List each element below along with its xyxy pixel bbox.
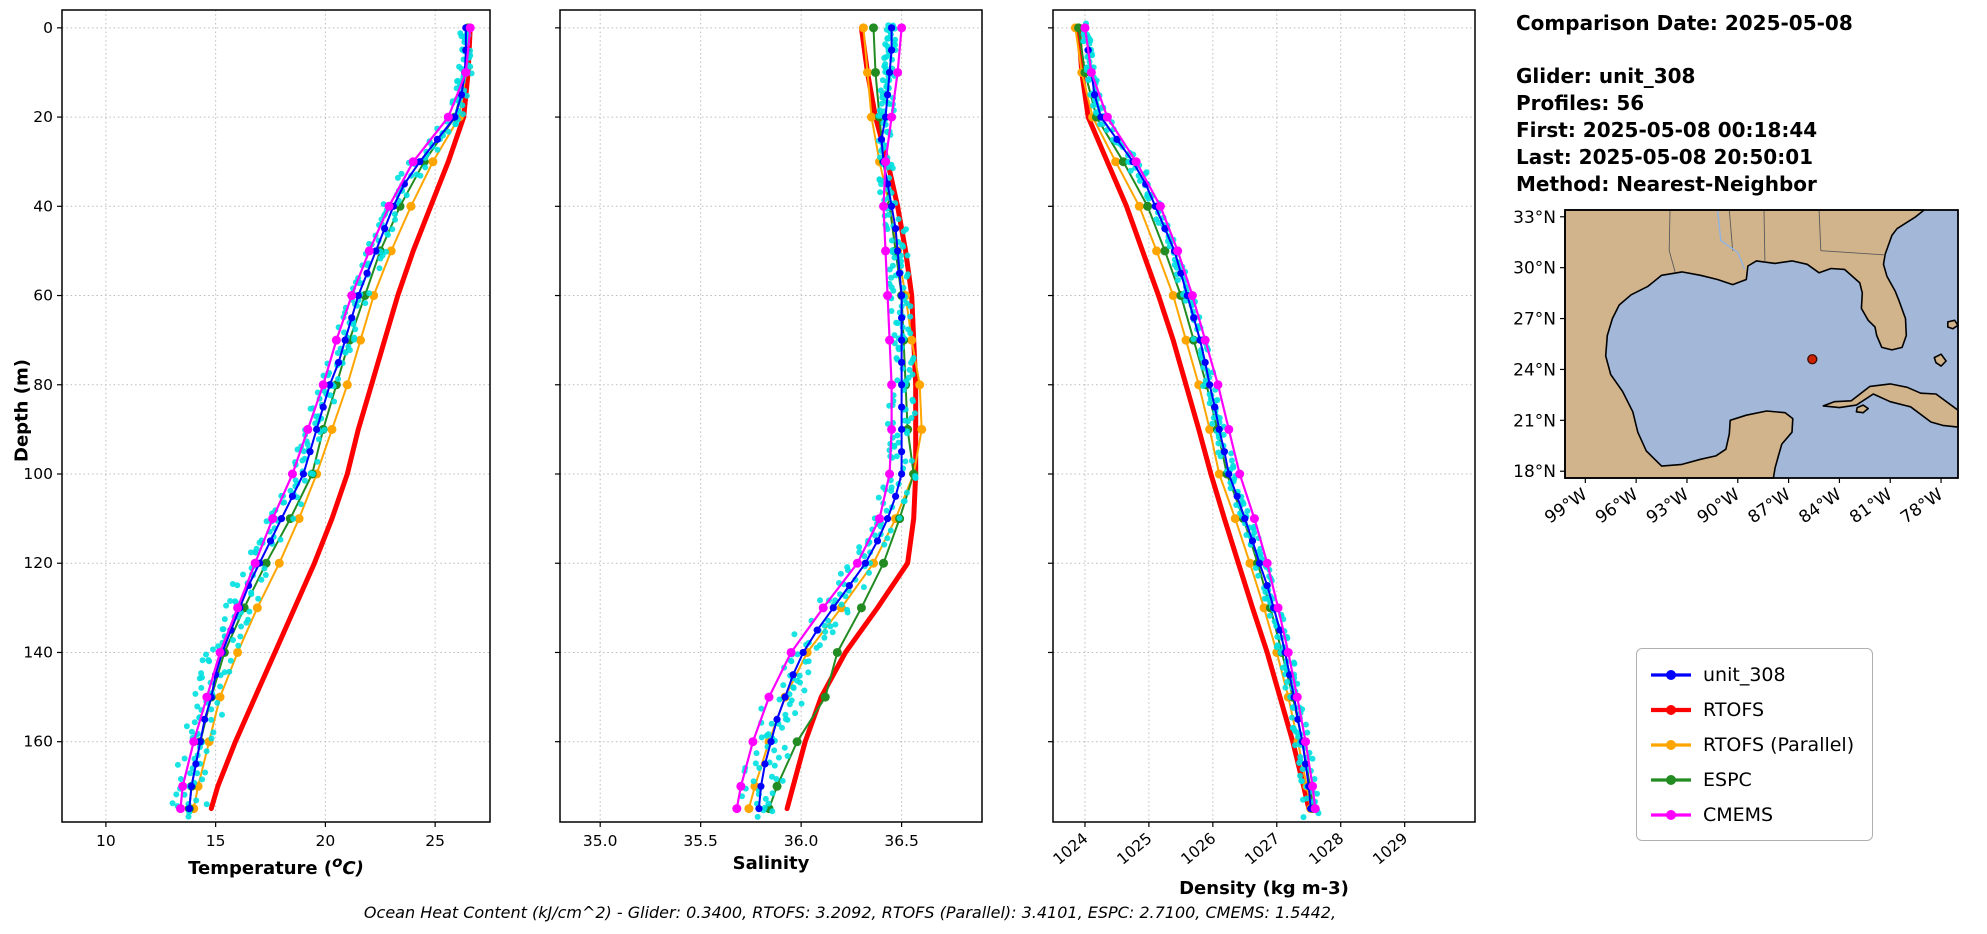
svg-text:99°W: 99°W xyxy=(1541,485,1591,528)
svg-text:84°W: 84°W xyxy=(1795,485,1845,528)
svg-text:1028: 1028 xyxy=(1306,829,1348,868)
svg-text:25: 25 xyxy=(425,832,445,850)
temperature-axis-label: Temperature (oC) xyxy=(62,853,490,879)
svg-text:1026: 1026 xyxy=(1178,829,1220,868)
salinity-axis-label: Salinity xyxy=(732,853,810,874)
legend-item-label: ESPC xyxy=(1703,768,1752,791)
svg-text:33°N: 33°N xyxy=(1513,208,1556,228)
svg-text:1029: 1029 xyxy=(1369,829,1411,868)
legend-item: ESPC xyxy=(1649,762,1854,797)
svg-text:30°N: 30°N xyxy=(1513,259,1556,279)
legend-item-label: unit_308 xyxy=(1703,663,1786,686)
location-map: 33°N 30°N 27°N 24°N 21°N 18°N 99°W 96°W 93°W 90°W… xyxy=(1513,208,1959,528)
legend-item: RTOFS (Parallel) xyxy=(1649,727,1854,762)
svg-text:87°W: 87°W xyxy=(1745,485,1795,528)
salinity-profile-chart: 35.0 35.5 36.0 36.5 xyxy=(555,9,983,850)
first-profile-time-text: First: 2025-05-08 00:18:44 xyxy=(1516,118,1818,142)
svg-text:90°W: 90°W xyxy=(1694,485,1744,528)
svg-text:24°N: 24°N xyxy=(1513,360,1556,380)
temperature-axis-label-prefix: Temperature ( xyxy=(188,858,333,879)
svg-text:27°N: 27°N xyxy=(1513,310,1556,330)
legend-line-marker xyxy=(1651,739,1691,750)
svg-text:1025: 1025 xyxy=(1114,829,1156,868)
depth-axis-label: Depth (m) xyxy=(11,359,33,462)
svg-text:1024: 1024 xyxy=(1050,829,1092,868)
svg-text:60: 60 xyxy=(33,287,53,305)
svg-text:78°W: 78°W xyxy=(1897,485,1947,528)
svg-text:140: 140 xyxy=(23,643,53,661)
method-text: Method: Nearest-Neighbor xyxy=(1516,172,1817,196)
svg-text:93°W: 93°W xyxy=(1643,485,1693,528)
density-axis-label: Density (kg m-3) xyxy=(1179,878,1349,899)
svg-text:35.0: 35.0 xyxy=(583,832,618,850)
svg-text:36.5: 36.5 xyxy=(884,832,919,850)
svg-text:15: 15 xyxy=(206,832,226,850)
svg-text:40: 40 xyxy=(33,197,53,215)
svg-text:10: 10 xyxy=(96,832,116,850)
svg-text:18°N: 18°N xyxy=(1513,462,1556,482)
svg-text:20: 20 xyxy=(33,108,53,126)
legend-item-label: CMEMS xyxy=(1703,803,1774,826)
svg-text:160: 160 xyxy=(23,733,53,751)
ohc-footer-text: Ocean Heat Content (kJ/cm^2) - Glider: 0… xyxy=(363,903,1337,922)
svg-text:1027: 1027 xyxy=(1242,829,1284,868)
glider-location-marker xyxy=(1807,354,1818,365)
info-spacer xyxy=(1516,37,1853,63)
temperature-axis-label-suffix: C) xyxy=(342,858,364,879)
glider-name-text: Glider: unit_308 xyxy=(1516,64,1696,88)
legend-item-label: RTOFS xyxy=(1703,698,1765,721)
temperature-profile-chart: 10 15 20 25 0 20 40 60 80 100 120 140 160 xyxy=(23,9,491,850)
comparison-date-text: Comparison Date: 2025-05-08 xyxy=(1516,11,1853,35)
legend-item: RTOFS xyxy=(1649,692,1854,727)
svg-text:20: 20 xyxy=(316,832,336,850)
density-profile-chart: 1024 1025 1026 1027 1028 1029 xyxy=(1048,9,1476,868)
svg-text:120: 120 xyxy=(23,554,53,572)
legend-item: unit_308 xyxy=(1649,657,1854,692)
svg-text:21°N: 21°N xyxy=(1513,411,1556,431)
legend-item: CMEMS xyxy=(1649,797,1854,832)
comparison-info-block: Comparison Date: 2025-05-08 Glider: unit… xyxy=(1516,10,1853,198)
legend-line-marker xyxy=(1651,704,1691,715)
temperature-axis-label-sup: o xyxy=(332,853,343,871)
svg-text:0: 0 xyxy=(43,19,53,37)
svg-text:100: 100 xyxy=(23,465,53,483)
legend-line-marker xyxy=(1651,774,1691,785)
svg-text:81°W: 81°W xyxy=(1846,485,1896,528)
svg-text:80: 80 xyxy=(33,376,53,394)
svg-text:35.5: 35.5 xyxy=(683,832,718,850)
last-profile-time-text: Last: 2025-05-08 20:50:01 xyxy=(1516,145,1814,169)
svg-text:96°W: 96°W xyxy=(1592,485,1642,528)
legend-line-marker xyxy=(1651,669,1691,680)
profiles-count-text: Profiles: 56 xyxy=(1516,91,1645,115)
svg-text:36.0: 36.0 xyxy=(784,832,819,850)
legend: unit_308 RTOFS RTOFS (Parallel) ESPC CMEMS xyxy=(1636,648,1874,841)
legend-line-marker xyxy=(1651,809,1691,820)
legend-item-label: RTOFS (Parallel) xyxy=(1703,733,1855,756)
